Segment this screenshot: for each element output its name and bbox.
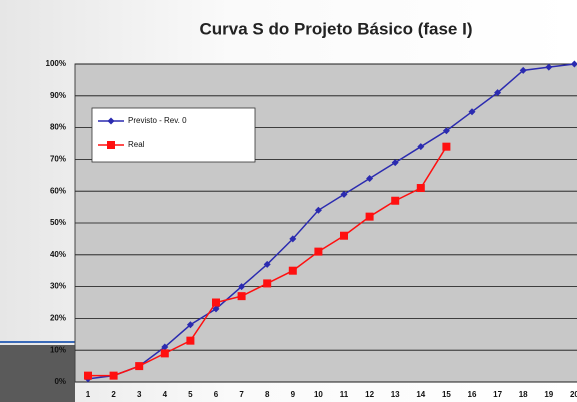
x-tick-label: 6 — [214, 390, 219, 399]
point — [340, 190, 348, 198]
y-tick-label: 10% — [50, 345, 66, 354]
point — [366, 174, 374, 182]
x-tick-label: 1 — [86, 390, 91, 399]
point — [212, 298, 220, 307]
x-tick-label: 2 — [111, 390, 116, 399]
grid: 0%10%20%30%40%50%60%70%80%90%100%1 2 3 4 5 6 7… — [46, 59, 577, 399]
legend-box — [91, 107, 256, 163]
point — [186, 321, 194, 329]
point — [494, 89, 502, 97]
point — [391, 196, 400, 205]
chart-title: Curva S do Projeto Básico (fase I) — [199, 19, 472, 38]
x-tick-label: 7 — [239, 390, 244, 399]
point — [442, 142, 451, 151]
x-tick-label: 9 — [291, 390, 296, 399]
x-tick-label: 11 — [340, 390, 349, 399]
point — [468, 108, 476, 116]
point — [186, 336, 195, 345]
x-tick-label: 17 — [493, 390, 502, 399]
point — [161, 343, 169, 351]
legend-marker — [107, 141, 115, 149]
y-tick-label: 0% — [54, 377, 66, 386]
x-tick-label: 4 — [163, 390, 168, 399]
x-tick-label: 16 — [468, 390, 477, 399]
y-tick-label: 100% — [46, 59, 66, 68]
x-tick-label: 5 — [188, 390, 193, 399]
legend-label: Real — [128, 140, 145, 149]
point — [545, 63, 553, 71]
legend-marker — [107, 117, 115, 125]
x-tick-label: 19 — [544, 390, 553, 399]
point — [212, 305, 220, 313]
x-tick-label: 20 — [570, 390, 577, 399]
x-tick-label: 18 — [519, 390, 528, 399]
x-tick-label: 3 — [137, 390, 142, 399]
point — [160, 349, 169, 358]
point — [289, 235, 297, 243]
y-tick-label: 60% — [50, 186, 66, 195]
y-tick-label: 90% — [50, 91, 66, 100]
point — [314, 247, 323, 256]
point — [263, 279, 272, 288]
point — [340, 231, 348, 240]
point — [365, 212, 374, 221]
y-tick-label: 40% — [50, 250, 66, 259]
point — [238, 283, 246, 291]
y-tick-label: 50% — [50, 218, 66, 227]
point — [417, 143, 425, 151]
x-tick-label: 8 — [265, 390, 270, 399]
point — [135, 362, 144, 371]
y-tick-label: 20% — [50, 314, 66, 323]
series-line — [87, 63, 575, 380]
legend-label: Previsto - Rev. 0 — [128, 116, 187, 125]
point — [109, 371, 118, 380]
series — [84, 60, 577, 383]
x-tick-label: 14 — [416, 390, 425, 399]
y-tick-label: 30% — [50, 282, 66, 291]
x-tick-label: 13 — [391, 390, 400, 399]
point — [519, 66, 527, 74]
y-tick-label: 70% — [50, 155, 66, 164]
y-tick-label: 80% — [50, 123, 66, 132]
x-tick-label: 12 — [365, 390, 374, 399]
point — [391, 159, 399, 167]
point — [570, 60, 577, 68]
x-tick-label: 10 — [314, 390, 323, 399]
point — [416, 184, 425, 193]
point — [314, 206, 322, 214]
decor-strip — [0, 345, 75, 402]
x-tick-label: 15 — [442, 390, 451, 399]
point — [263, 260, 271, 268]
point — [237, 292, 246, 301]
point — [84, 371, 92, 380]
point — [288, 266, 297, 275]
point — [442, 127, 450, 135]
legend: Previsto - Rev. 0 Real — [91, 107, 256, 163]
